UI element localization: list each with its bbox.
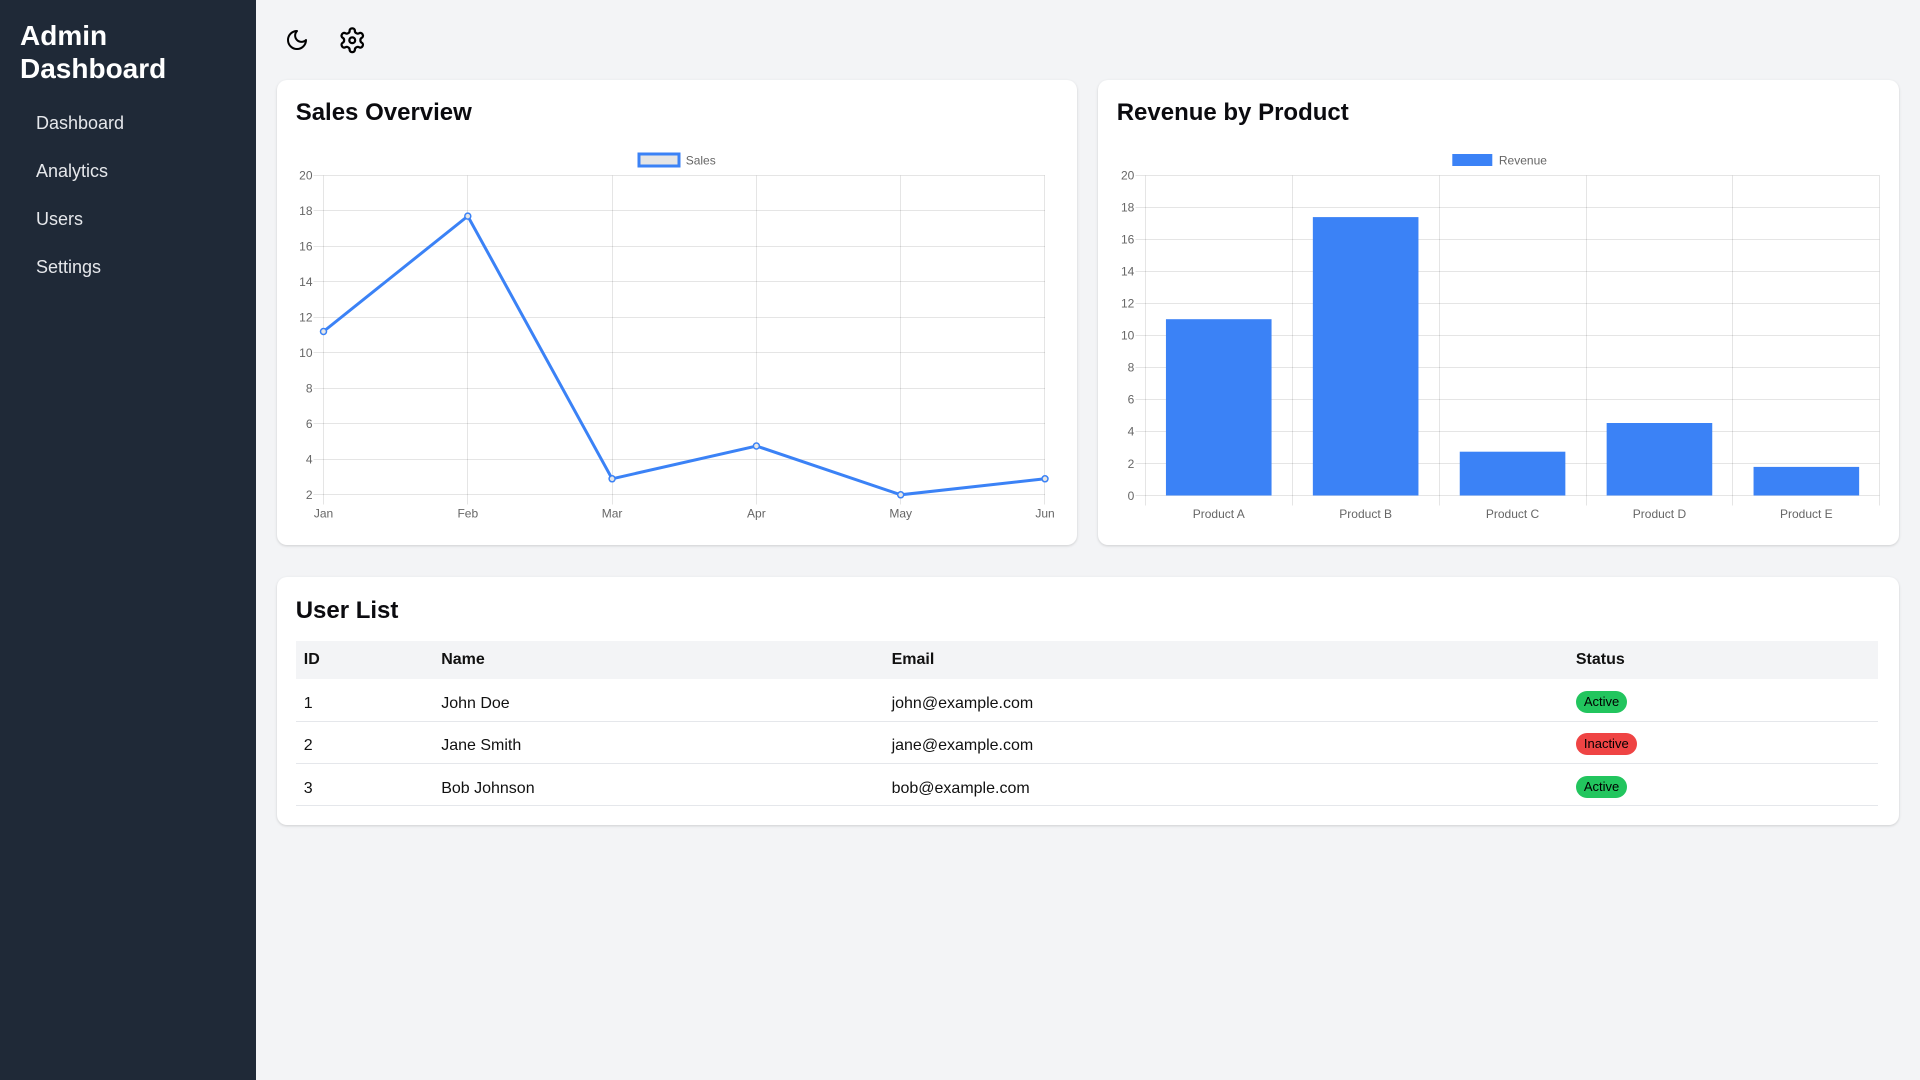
- svg-text:18: 18: [1121, 200, 1135, 214]
- svg-text:10: 10: [1121, 329, 1135, 343]
- svg-text:Mar: Mar: [602, 507, 623, 521]
- svg-text:6: 6: [1128, 393, 1135, 407]
- svg-text:16: 16: [1121, 232, 1135, 246]
- svg-text:Feb: Feb: [457, 507, 478, 521]
- svg-text:Product A: Product A: [1193, 507, 1245, 521]
- svg-text:4: 4: [306, 453, 313, 467]
- svg-text:Sales: Sales: [686, 153, 716, 167]
- svg-text:Product D: Product D: [1633, 507, 1687, 521]
- svg-text:14: 14: [299, 275, 313, 289]
- svg-text:20: 20: [299, 169, 313, 183]
- svg-text:Jan: Jan: [314, 507, 333, 521]
- svg-text:18: 18: [299, 204, 313, 218]
- svg-text:Jun: Jun: [1035, 507, 1054, 521]
- svg-text:0: 0: [1128, 489, 1135, 503]
- svg-text:Apr: Apr: [747, 507, 766, 521]
- svg-text:May: May: [889, 507, 912, 521]
- svg-text:20: 20: [1121, 168, 1135, 182]
- svg-text:Revenue: Revenue: [1499, 153, 1547, 167]
- svg-text:Product E: Product E: [1780, 507, 1833, 521]
- svg-text:12: 12: [299, 311, 313, 325]
- svg-text:8: 8: [306, 382, 313, 396]
- svg-text:Product C: Product C: [1486, 507, 1540, 521]
- svg-text:6: 6: [306, 417, 313, 431]
- svg-text:2: 2: [306, 488, 313, 502]
- svg-text:12: 12: [1121, 297, 1135, 311]
- svg-text:8: 8: [1128, 361, 1135, 375]
- svg-text:4: 4: [1128, 425, 1135, 439]
- svg-text:16: 16: [299, 240, 313, 254]
- svg-text:10: 10: [299, 346, 313, 360]
- svg-text:2: 2: [1128, 457, 1135, 471]
- svg-text:14: 14: [1121, 265, 1135, 279]
- svg-text:Product B: Product B: [1339, 507, 1392, 521]
